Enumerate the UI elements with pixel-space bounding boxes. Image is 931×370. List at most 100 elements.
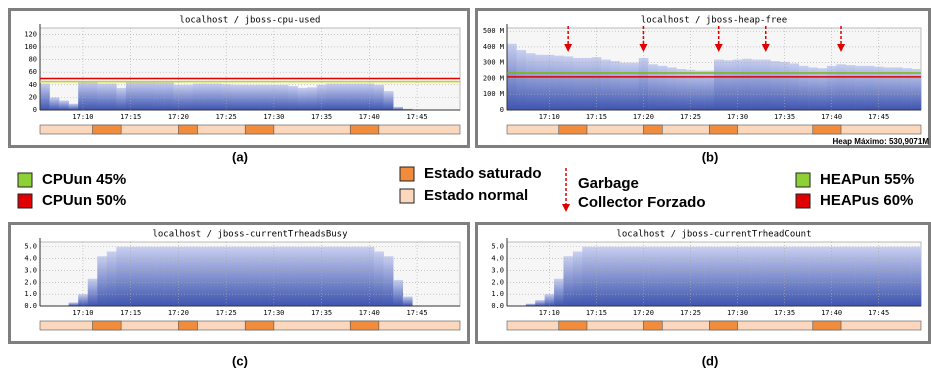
area-bar	[259, 84, 270, 110]
area-bar	[525, 303, 536, 306]
area-bar	[798, 246, 809, 306]
area-bar	[355, 246, 365, 306]
area-bar	[704, 70, 715, 110]
x-tick-label: 17:45	[407, 113, 428, 121]
area-bar	[732, 246, 743, 306]
area-bar	[297, 246, 308, 306]
area-bar	[883, 67, 894, 110]
y-tick-label: 300 M	[483, 59, 504, 67]
state-saturated	[178, 320, 198, 331]
area-bar	[648, 64, 658, 110]
area-bar	[836, 64, 847, 110]
area-bar	[695, 246, 705, 306]
area-bar	[230, 246, 241, 306]
area-bar	[269, 246, 279, 306]
y-tick-label: 2.0	[491, 278, 504, 286]
x-tick-label: 17:35	[774, 113, 795, 121]
area-bar	[761, 246, 771, 306]
area-bar	[666, 246, 677, 306]
area-bar	[779, 246, 790, 306]
legend-label: HEAPus 60%	[820, 192, 913, 209]
area-bar	[97, 256, 108, 306]
area-bar	[883, 246, 894, 306]
area-bar	[173, 246, 184, 306]
area-bar	[911, 69, 922, 110]
y-tick-label: 3.0	[24, 266, 37, 274]
x-tick-label: 17:40	[821, 309, 842, 317]
area-bar	[629, 62, 640, 110]
state-saturated	[349, 320, 380, 331]
x-tick-label: 17:25	[216, 309, 237, 317]
area-bar	[591, 246, 602, 306]
area-bar	[892, 67, 903, 110]
y-tick-label: 100 M	[483, 90, 504, 98]
panel-label: (d)	[702, 353, 719, 368]
area-bar	[657, 246, 668, 306]
area-bar	[864, 246, 875, 306]
area-bar	[657, 65, 668, 110]
state-saturated	[244, 320, 275, 331]
area-bar	[582, 57, 592, 110]
area-bar	[535, 300, 545, 306]
panel-label: (c)	[232, 353, 248, 368]
area-bar	[648, 246, 658, 306]
area-bar	[202, 246, 213, 306]
area-bar	[902, 68, 912, 110]
area-bar	[563, 56, 574, 110]
y-tick-label: 4.0	[491, 255, 504, 263]
legend-swatch	[17, 193, 33, 209]
area-bar	[572, 251, 583, 306]
area-bar	[723, 60, 734, 110]
y-tick-label: 0	[33, 106, 37, 114]
area-bar	[638, 57, 649, 110]
x-tick-label: 17:30	[263, 309, 284, 317]
state-saturated	[178, 124, 198, 135]
area-bar	[911, 246, 922, 306]
area-bar	[685, 69, 696, 110]
area-bar	[855, 65, 865, 110]
x-tick-label: 17:25	[680, 309, 701, 317]
x-tick-label: 17:10	[72, 309, 93, 317]
area-bar	[240, 246, 251, 306]
gc-legend-label: Collector Forzado	[578, 194, 706, 211]
legend-swatch	[795, 193, 811, 209]
legend-swatch	[17, 172, 33, 188]
x-tick-label: 17:45	[407, 309, 428, 317]
state-saturated	[643, 124, 663, 135]
area-bar	[297, 87, 308, 110]
area-bar	[307, 87, 318, 110]
legend-label: Estado normal	[424, 187, 528, 204]
area-bar	[742, 58, 752, 110]
y-tick-label: 100	[24, 43, 37, 51]
x-tick-label: 17:10	[539, 113, 560, 121]
area-bar	[116, 246, 127, 306]
area-bar	[383, 91, 394, 110]
area-bar	[145, 246, 155, 306]
area-bar	[355, 83, 365, 110]
x-tick-label: 17:25	[680, 113, 701, 121]
area-bar	[288, 246, 299, 306]
area-bar	[364, 246, 375, 306]
area-bar	[307, 246, 318, 306]
area-bar	[666, 67, 677, 110]
x-tick-label: 17:40	[821, 113, 842, 121]
area-bar	[817, 246, 828, 306]
x-tick-label: 17:35	[311, 309, 332, 317]
area-bar	[211, 83, 222, 110]
gc-legend-arrowhead	[562, 204, 570, 212]
y-tick-label: 60	[29, 68, 37, 76]
area-bar	[826, 65, 837, 110]
area-bar	[516, 50, 527, 110]
x-tick-label: 17:20	[168, 309, 189, 317]
area-bar	[808, 67, 818, 110]
area-bar	[87, 278, 98, 306]
area-bar	[676, 246, 687, 306]
area-bar	[316, 246, 327, 306]
x-tick-label: 17:25	[216, 113, 237, 121]
state-saturated	[708, 320, 738, 331]
area-bar	[393, 279, 404, 306]
x-tick-label: 17:15	[120, 309, 141, 317]
y-tick-label: 4.0	[24, 255, 37, 263]
area-bar	[751, 246, 762, 306]
